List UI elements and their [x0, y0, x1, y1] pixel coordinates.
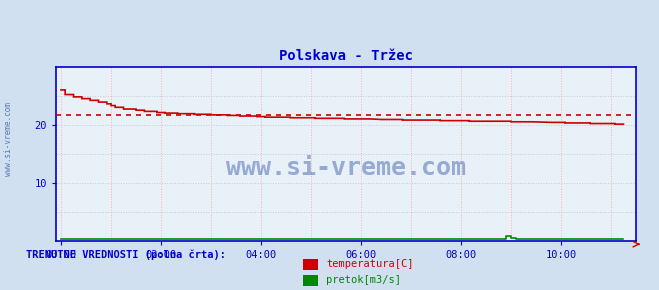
Text: www.si-vreme.com: www.si-vreme.com	[226, 156, 466, 180]
Text: www.si-vreme.com: www.si-vreme.com	[4, 102, 13, 176]
Text: temperatura[C]: temperatura[C]	[326, 260, 414, 269]
Text: pretok[m3/s]: pretok[m3/s]	[326, 276, 401, 285]
Text: TRENUTNE VREDNOSTI (polna črta):: TRENUTNE VREDNOSTI (polna črta):	[26, 250, 226, 260]
Title: Polskava - Tržec: Polskava - Tržec	[279, 49, 413, 63]
